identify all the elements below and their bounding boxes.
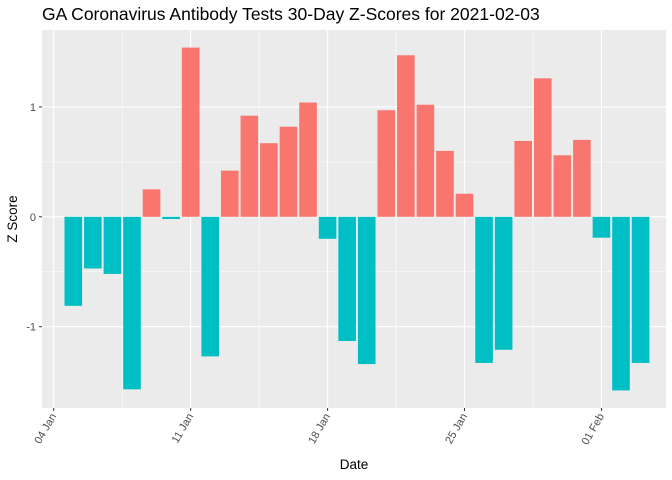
bar: [397, 55, 415, 217]
bar: [299, 102, 317, 217]
bar: [475, 216, 493, 363]
bar: [338, 216, 356, 341]
bar: [436, 150, 454, 217]
x-tick-label: 25 Jan: [443, 412, 470, 447]
bar: [103, 216, 122, 274]
x-tick-label: 01 Feb: [580, 412, 608, 448]
bar: [573, 139, 591, 217]
y-tick-label: 0: [30, 212, 36, 224]
bar: [162, 216, 180, 219]
y-tick-label: 1: [30, 102, 36, 114]
x-axis-title: Date: [340, 457, 369, 472]
bar: [123, 216, 141, 390]
x-tick-label: 18 Jan: [306, 412, 333, 447]
y-tick-label: -1: [26, 322, 36, 334]
bar: [220, 170, 239, 217]
x-axis: 04 Jan 11 Jan 18 Jan 25 Jan 01 Feb: [32, 408, 607, 447]
bar: [416, 104, 435, 217]
bar: [494, 216, 513, 350]
bar: [201, 216, 220, 357]
bar: [142, 189, 161, 217]
bar: [64, 216, 83, 306]
bar: [377, 110, 396, 217]
bar: [533, 78, 552, 217]
bar: [279, 126, 298, 217]
bar: [455, 193, 474, 217]
bar: [514, 140, 533, 217]
bar: [260, 143, 278, 217]
bar: [84, 216, 102, 269]
bar: [318, 216, 337, 239]
chart-title: GA Coronavirus Antibody Tests 30-Day Z-S…: [42, 4, 540, 24]
y-axis: -1 0 1: [26, 102, 42, 334]
bar: [181, 47, 200, 217]
x-tick-label: 11 Jan: [170, 412, 197, 446]
bar: [631, 216, 650, 363]
x-tick-label: 04 Jan: [32, 412, 59, 447]
bar: [357, 216, 376, 365]
bar: [553, 155, 572, 217]
bars: [64, 47, 650, 391]
bar: [240, 115, 259, 217]
y-axis-title: Z Score: [5, 195, 20, 242]
bar: [592, 216, 611, 238]
bar: [612, 216, 630, 391]
